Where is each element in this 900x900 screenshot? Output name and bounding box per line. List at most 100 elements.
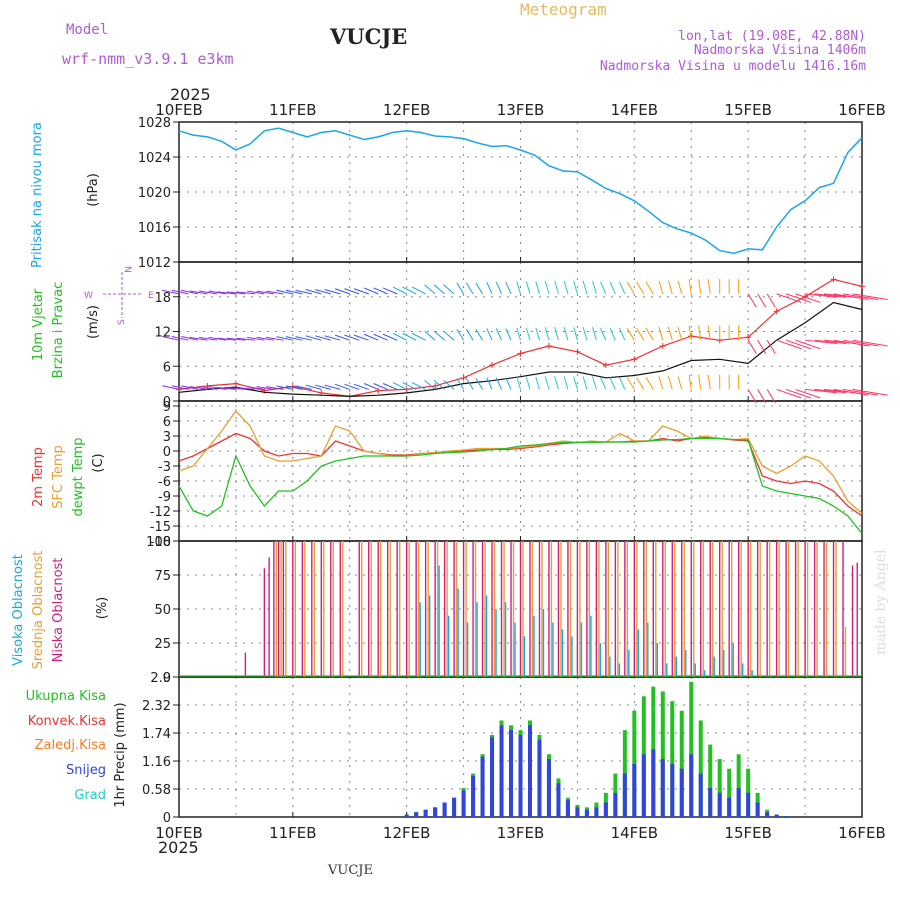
wind-arrow <box>465 282 474 295</box>
legend-grad: Grad <box>74 788 106 803</box>
wind-arrow <box>486 377 493 390</box>
wind-arrow <box>667 376 673 390</box>
wind-arrow <box>373 333 388 341</box>
wind-arrow <box>645 327 654 341</box>
wind-arrow <box>236 291 255 295</box>
wind-arrow <box>171 336 189 341</box>
precip-bar-snow <box>452 797 457 817</box>
wind-arrow <box>516 376 521 390</box>
precip-bar-rain <box>736 754 741 817</box>
wind-arrow <box>535 327 540 341</box>
wind-arrow <box>757 389 767 404</box>
wind-label-2: Brzina i Pravac <box>51 282 66 379</box>
wind-arrow <box>162 289 180 295</box>
precip-bar-snow <box>717 792 722 817</box>
top-date-label: 14FEB <box>611 101 658 119</box>
wind-arrow <box>636 377 645 390</box>
wind-arrow <box>189 290 208 295</box>
pressure-line <box>178 127 863 255</box>
wind-arrow <box>677 280 683 294</box>
y-tick-label: 0.58 <box>142 783 171 798</box>
wind-arrow <box>402 332 417 341</box>
wind-arrow <box>516 281 521 294</box>
temp-axis-label: 2m Temp SFC Temp dewpt Temp (C) <box>31 437 106 516</box>
wind-arrow <box>554 327 559 341</box>
gust-marker <box>659 342 666 349</box>
wind-arrow <box>373 383 388 390</box>
wind-arrow <box>276 385 293 390</box>
wind-arrow <box>402 382 417 390</box>
y-tick-label: 1012 <box>138 256 171 271</box>
grid-lines <box>173 121 863 818</box>
wind-arrow <box>544 280 550 294</box>
wind-arrow <box>443 284 455 295</box>
gust-marker <box>631 356 638 363</box>
compass-south: S <box>117 319 127 325</box>
y-tick-label: 3 <box>163 430 171 445</box>
precip-bar-rain <box>727 768 732 817</box>
wind-arrow <box>667 326 673 341</box>
wind-arrow <box>324 335 341 341</box>
wind-arrow <box>535 281 540 294</box>
top-date-label: 11FEB <box>269 101 316 119</box>
top-date-labels: 10FEB 11FEB 12FEB 13FEB 14FEB 15FEB 16FEB <box>155 101 885 119</box>
gust-marker <box>489 362 496 369</box>
wind-arrow <box>256 386 274 390</box>
y-tick-label: -18 <box>150 535 171 550</box>
y-tick-label: -9 <box>158 490 171 505</box>
wind-arrow <box>600 281 607 295</box>
wind-arrow <box>266 386 284 390</box>
precip-bar-snow <box>527 725 532 817</box>
wind-arrow <box>162 385 180 390</box>
wind-arrow <box>305 289 322 295</box>
wind-arrow <box>344 334 360 341</box>
cloud-label-2: Srednja Oblacnost <box>31 551 46 670</box>
wind-arrow <box>852 339 888 347</box>
wind-arrow <box>181 289 199 295</box>
wind-arrow <box>295 385 312 390</box>
precip-bar-snow <box>774 814 779 817</box>
panel-frame-wind <box>178 261 863 402</box>
wind-arrow <box>443 379 455 390</box>
model-label: Model <box>66 22 108 38</box>
gust-marker <box>745 334 752 341</box>
cloud-unit: (%) <box>95 597 110 620</box>
wind-arrow <box>636 327 645 341</box>
wind-arrow <box>698 374 702 390</box>
wind-arrow <box>525 327 531 341</box>
wind-arrow <box>600 327 607 341</box>
precip-bar-rain <box>660 691 665 817</box>
wind-arrow <box>619 377 626 390</box>
wind-arrow <box>382 383 398 390</box>
wind-arrow <box>582 376 588 390</box>
wind-arrow <box>315 335 331 341</box>
gust-marker <box>403 386 410 393</box>
precip-bar-snow <box>670 763 675 817</box>
wind-arrow <box>776 293 802 303</box>
wind-arrow <box>563 376 569 390</box>
wind-arrow <box>217 337 236 341</box>
wind-arrow <box>495 328 502 341</box>
wind-arrow <box>805 339 837 345</box>
wind-arrow <box>698 325 702 341</box>
y-tick-label: -3 <box>158 460 171 475</box>
wind-arrow <box>247 386 265 390</box>
wind-arrow <box>842 339 879 347</box>
wind-arrow <box>688 279 692 294</box>
wind-arrow <box>392 332 407 341</box>
precip-unit: 1hr Precip (mm) <box>113 702 128 807</box>
wind-arrow <box>535 376 540 390</box>
wind-arrow <box>424 330 436 341</box>
wind-arrow <box>475 328 483 341</box>
wind-arrow <box>636 281 645 295</box>
precip-bar-snow <box>708 788 713 817</box>
wind-arrow <box>563 280 569 294</box>
wind-arrow <box>747 293 757 308</box>
cloud-label-1: Visoka Oblacnost <box>11 554 26 666</box>
wind-arrow <box>554 280 559 294</box>
wind-arrow <box>592 327 597 341</box>
precip-bar-snow <box>613 792 618 817</box>
wind-arrow <box>592 280 597 294</box>
wind-arrow <box>573 280 578 294</box>
